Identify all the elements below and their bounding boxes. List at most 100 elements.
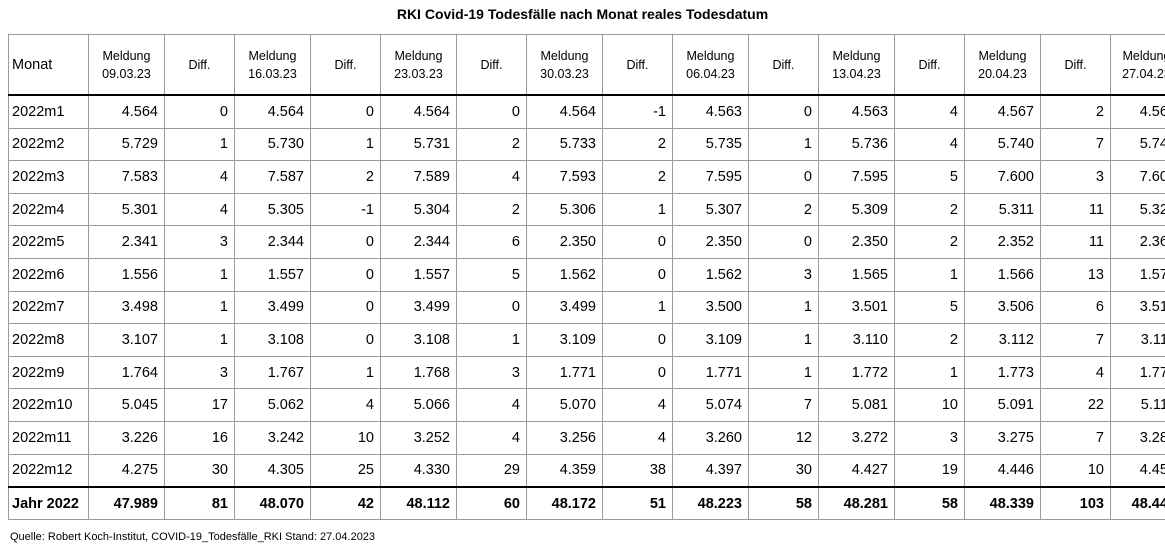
- diff-header: Diff.: [894, 34, 965, 96]
- diff-cell: 51: [602, 486, 673, 521]
- meldung-label: Meldung: [978, 48, 1027, 63]
- meldung-cell: 3.501: [818, 290, 895, 325]
- meldung-cell: 3.272: [818, 420, 895, 455]
- meldung-cell: 5.730: [234, 127, 311, 162]
- diff-cell: 0: [602, 355, 673, 390]
- diff-cell: 12: [748, 420, 819, 455]
- diff-cell: 1: [164, 257, 235, 292]
- diff-header: Diff.: [748, 34, 819, 96]
- table-row: 2022m11 3.226 16 3.242 10 3.252 4 3.256 4 3.260 12…: [8, 420, 1165, 455]
- meldung-cell: 7.589: [380, 160, 457, 194]
- table-row: 2022m5 2.341 3 2.344 0 2.344 6 2.350 0 2.350 0 2.35…: [8, 225, 1165, 259]
- meldung-cell: 5.045: [88, 388, 165, 422]
- source-note: Quelle: Robert Koch-Institut, COVID-19_T…: [10, 531, 376, 543]
- diff-cell: 60: [456, 486, 527, 521]
- meldung-cell: 3.242: [234, 420, 311, 455]
- table-row: 2022m7 3.498 1 3.499 0 3.499 0 3.499 1 3.500 1 3.50…: [8, 290, 1165, 325]
- diff-cell: 3: [164, 355, 235, 390]
- diff-cell: 6: [1040, 290, 1111, 325]
- meldung-cell: 3.252: [380, 420, 457, 455]
- diff-cell: 4: [602, 420, 673, 455]
- meldung-cell: 3.109: [672, 323, 749, 357]
- diff-cell: -1: [310, 192, 381, 227]
- meldung-cell: 5.307: [672, 192, 749, 227]
- diff-cell: 6: [456, 225, 527, 259]
- table-row: 2022m4 5.301 4 5.305 -1 5.304 2 5.306 1 5.307 2 5.3…: [8, 192, 1165, 227]
- diff-cell: 1: [894, 355, 965, 390]
- meldung-cell: 5.304: [380, 192, 457, 227]
- meldung-cell: 3.500: [672, 290, 749, 325]
- diff-cell: 1: [748, 127, 819, 162]
- table-body: 2022m1 4.564 0 4.564 0 4.564 0 4.564 -1 4.563 0 4.5…: [8, 94, 1165, 521]
- meldung-cell: 3.512: [1110, 290, 1165, 325]
- diff-header: Diff.: [310, 34, 381, 96]
- meldung-cell: 1.764: [88, 355, 165, 390]
- diff-cell: 2: [602, 127, 673, 162]
- meldung-cell: 1.557: [234, 257, 311, 292]
- month-cell: Jahr 2022: [8, 486, 89, 521]
- table-row: 2022m10 5.045 17 5.062 4 5.066 4 5.070 4 5.074 7 5.…: [8, 388, 1165, 422]
- diff-cell: 0: [164, 94, 235, 129]
- meldung-date: 16.03.23: [248, 66, 297, 81]
- meldung-cell: 1.771: [526, 355, 603, 390]
- meldung-cell: 48.070: [234, 486, 311, 521]
- meldung-cell: 5.740: [964, 127, 1041, 162]
- diff-cell: 4: [456, 420, 527, 455]
- month-cell: 2022m10: [8, 388, 89, 422]
- diff-cell: 2: [894, 323, 965, 357]
- diff-cell: 0: [310, 257, 381, 292]
- table-row: 2022m6 1.556 1 1.557 0 1.557 5 1.562 0 1.562 3 1.56…: [8, 257, 1165, 292]
- diff-cell: 3: [164, 225, 235, 259]
- diff-cell: 29: [456, 453, 527, 488]
- meldung-cell: 3.112: [964, 323, 1041, 357]
- meldung-cell: 48.112: [380, 486, 457, 521]
- diff-cell: 4: [164, 160, 235, 194]
- meldung-cell: 3.499: [234, 290, 311, 325]
- diff-cell: 10: [310, 420, 381, 455]
- meldung-cell: 3.260: [672, 420, 749, 455]
- diff-cell: 2: [748, 192, 819, 227]
- diff-cell: 4: [456, 160, 527, 194]
- meldung-date: 23.03.23: [394, 66, 443, 81]
- meldung-cell: 4.456: [1110, 453, 1165, 488]
- diff-cell: 1: [164, 323, 235, 357]
- meldung-cell: 2.344: [380, 225, 457, 259]
- meldung-cell: 4.427: [818, 453, 895, 488]
- meldung-date: 06.04.23: [686, 66, 735, 81]
- meldung-cell: 5.733: [526, 127, 603, 162]
- diff-cell: 30: [748, 453, 819, 488]
- meldung-cell: 5.736: [818, 127, 895, 162]
- diff-cell: -1: [602, 94, 673, 129]
- diff-cell: 1: [164, 127, 235, 162]
- diff-cell: 0: [310, 323, 381, 357]
- diff-cell: 81: [164, 486, 235, 521]
- diff-cell: 1: [894, 257, 965, 292]
- meldung-cell: 7.583: [88, 160, 165, 194]
- meldung-date: 09.03.23: [102, 66, 151, 81]
- meldung-header: Meldung 30.03.23: [526, 34, 603, 96]
- meldung-cell: 5.729: [88, 127, 165, 162]
- meldung-cell: 48.172: [526, 486, 603, 521]
- meldung-cell: 7.595: [818, 160, 895, 194]
- meldung-cell: 3.506: [964, 290, 1041, 325]
- meldung-cell: 48.223: [672, 486, 749, 521]
- meldung-cell: 4.567: [964, 94, 1041, 129]
- meldung-cell: 1.556: [88, 257, 165, 292]
- meldung-cell: 3.108: [234, 323, 311, 357]
- diff-cell: 11: [1040, 225, 1111, 259]
- diff-cell: 10: [1040, 453, 1111, 488]
- meldung-cell: 5.081: [818, 388, 895, 422]
- meldung-cell: 4.397: [672, 453, 749, 488]
- meldung-cell: 4.563: [672, 94, 749, 129]
- meldung-cell: 1.767: [234, 355, 311, 390]
- table-row: 2022m9 1.764 3 1.767 1 1.768 3 1.771 0 1.771 1 1.77…: [8, 355, 1165, 390]
- meldung-cell: 1.562: [672, 257, 749, 292]
- diff-cell: 17: [164, 388, 235, 422]
- meldung-cell: 48.281: [818, 486, 895, 521]
- meldung-cell: 4.305: [234, 453, 311, 488]
- table-row: 2022m12 4.275 30 4.305 25 4.330 29 4.359 38 4.397…: [8, 453, 1165, 488]
- month-cell: 2022m5: [8, 225, 89, 259]
- meldung-cell: 1.557: [380, 257, 457, 292]
- meldung-cell: 5.306: [526, 192, 603, 227]
- diff-cell: 4: [894, 94, 965, 129]
